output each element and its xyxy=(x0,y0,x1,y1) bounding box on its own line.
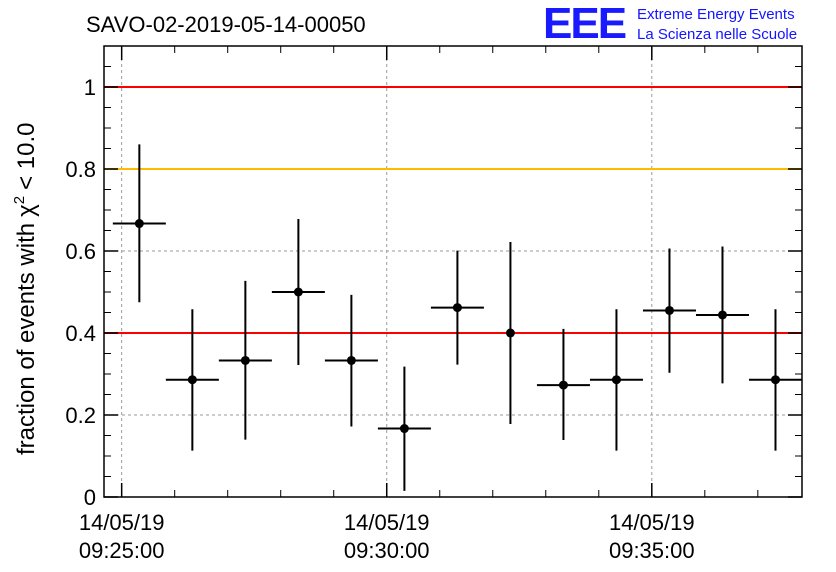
logo-line-2: La Scienza nelle Scuole xyxy=(637,26,797,43)
data-point-group xyxy=(218,280,272,440)
reference-lines xyxy=(104,86,802,334)
grid xyxy=(104,46,802,497)
data-point xyxy=(399,424,409,434)
data-point-group xyxy=(536,328,590,441)
logo-mark: EEE xyxy=(543,0,626,48)
data-point-group xyxy=(377,366,431,491)
y-tick-label: 0.2 xyxy=(65,403,96,428)
data-point-group xyxy=(748,309,802,451)
data-point-group xyxy=(642,248,696,373)
x-tick-label-time: 09:25:00 xyxy=(79,538,165,563)
x-tick-label-date: 14/05/19 xyxy=(79,510,165,535)
data-point-group xyxy=(505,241,515,425)
data-point xyxy=(134,219,144,229)
data-point-group xyxy=(695,246,749,384)
x-tick-label-date: 14/05/19 xyxy=(609,510,695,535)
data-point xyxy=(558,380,568,390)
x-tick-label-time: 09:35:00 xyxy=(609,538,695,563)
data-point xyxy=(664,305,674,315)
x-tick-label-time: 09:30:00 xyxy=(344,538,430,563)
y-tick-label: 0.8 xyxy=(65,157,96,182)
data-point xyxy=(717,310,727,320)
x-tick-label-date: 14/05/19 xyxy=(344,510,430,535)
logo: EEE Extreme Energy Events La Scienza nel… xyxy=(543,0,797,48)
y-tick-label: 0.4 xyxy=(65,321,96,346)
data-point xyxy=(505,328,515,338)
data-point xyxy=(240,355,250,365)
data-point-group xyxy=(324,294,378,427)
y-axis-label-tail: < 10.0 xyxy=(13,123,40,190)
y-tick-label: 0.6 xyxy=(65,239,96,264)
y-tick-label: 0 xyxy=(84,485,96,510)
tick-labels: 0 0.2 0.4 0.6 0.8 1 14/05/19 09:25:00 14/05/19 09… xyxy=(65,75,694,563)
logo-line-1: Extreme Energy Events xyxy=(637,6,795,23)
data-points xyxy=(112,144,802,491)
data-point-group xyxy=(430,250,484,365)
data-point xyxy=(770,375,780,385)
data-point-group xyxy=(271,219,325,365)
y-axis-label-symbol: χ xyxy=(13,204,40,217)
data-point xyxy=(611,375,621,385)
chart-title: SAVO-02-2019-05-14-00050 xyxy=(86,12,366,37)
data-point-group xyxy=(589,309,643,451)
data-point xyxy=(293,287,303,297)
data-point xyxy=(452,303,462,313)
data-point xyxy=(346,355,356,365)
data-point-group xyxy=(165,309,219,451)
data-point-group xyxy=(112,144,166,303)
axis-ticks xyxy=(104,46,802,498)
y-axis-label-sup: 2 xyxy=(11,196,28,204)
y-tick-label: 1 xyxy=(84,75,96,100)
data-point xyxy=(187,375,197,385)
y-axis-label-text: fraction of events with xyxy=(13,223,40,455)
y-axis-label: fraction of events with χ2 < 10.0 xyxy=(11,123,40,455)
plot-frame xyxy=(103,45,803,498)
